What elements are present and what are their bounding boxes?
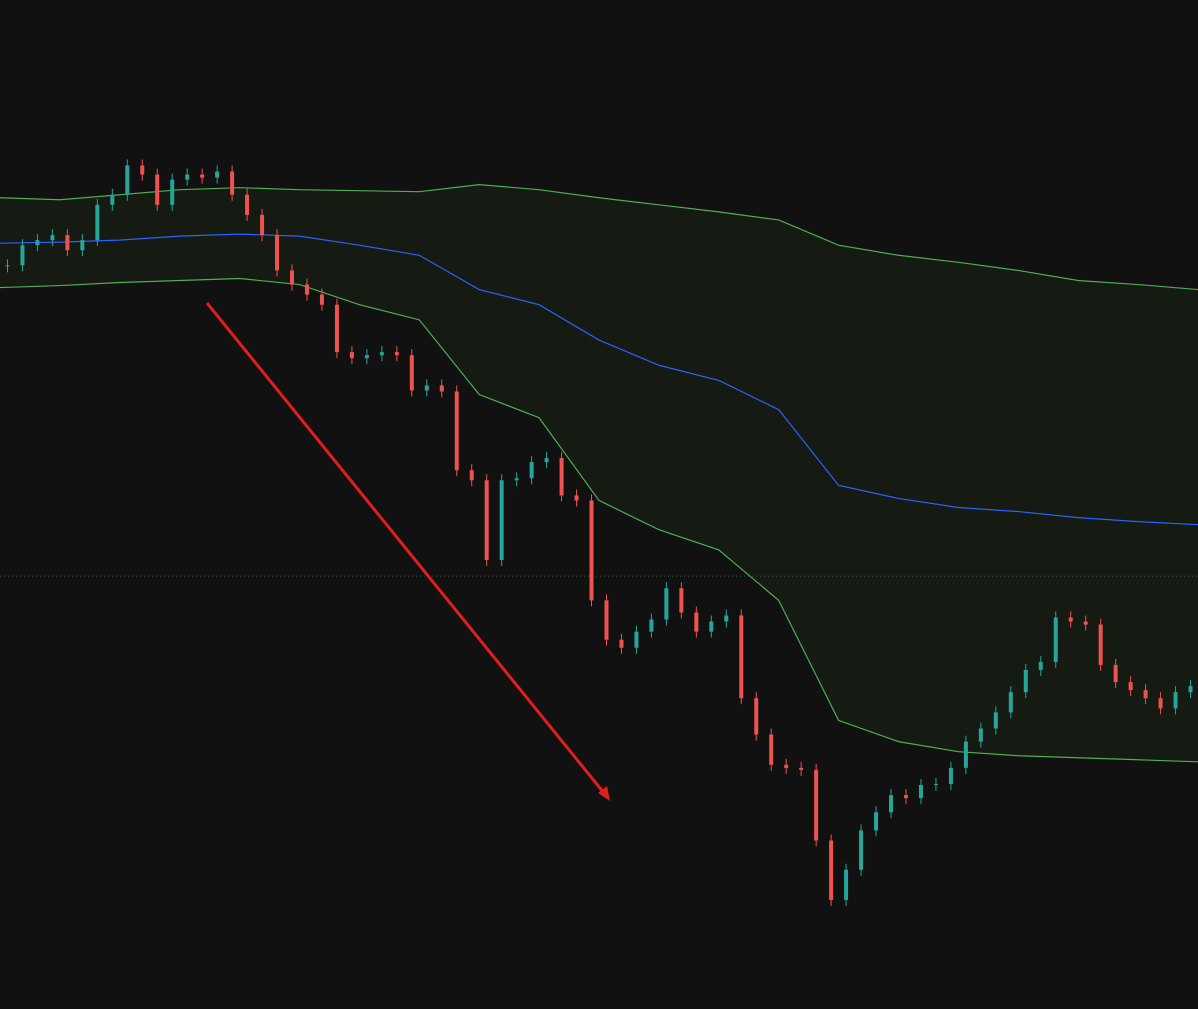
- candle: [784, 764, 789, 768]
- candle: [619, 639, 624, 648]
- candle: [769, 734, 774, 765]
- candle: [349, 352, 354, 359]
- candle: [379, 352, 384, 356]
- candle: [1008, 692, 1013, 713]
- candle: [35, 240, 40, 246]
- candle: [439, 385, 444, 392]
- candle: [799, 767, 804, 770]
- candle: [454, 391, 459, 471]
- candle: [634, 631, 639, 648]
- candle: [275, 235, 280, 271]
- candle: [1143, 690, 1148, 699]
- candle: [604, 600, 609, 640]
- candle: [903, 795, 908, 799]
- candle: [948, 767, 953, 784]
- candle: [978, 728, 983, 742]
- candle: [319, 294, 324, 305]
- candle: [574, 495, 579, 501]
- candle: [514, 478, 519, 481]
- candle: [1128, 682, 1133, 691]
- candle: [829, 840, 834, 901]
- candle: [125, 165, 130, 195]
- candle: [1173, 692, 1178, 709]
- candle: [1083, 621, 1088, 625]
- band-line: [0, 233, 1198, 526]
- band-fill: [0, 184, 1198, 762]
- candle: [499, 480, 504, 560]
- candle: [589, 500, 594, 601]
- candle: [1098, 624, 1103, 665]
- candle: [409, 355, 414, 391]
- plot: [0, 159, 1198, 907]
- candle: [50, 235, 55, 241]
- arrow-head: [598, 786, 610, 801]
- candle: [260, 214, 265, 236]
- candle: [1158, 698, 1163, 709]
- candle: [140, 165, 145, 175]
- candle: [155, 174, 160, 205]
- candle: [844, 869, 849, 901]
- candle: [20, 245, 25, 266]
- candle: [649, 619, 654, 632]
- candle: [754, 698, 759, 735]
- candle: [364, 355, 369, 359]
- candle: [933, 783, 938, 786]
- candle: [918, 785, 923, 799]
- candle: [80, 240, 85, 251]
- candle: [185, 174, 190, 180]
- candle: [1038, 661, 1043, 670]
- candle: [1113, 664, 1118, 683]
- candle: [993, 712, 998, 729]
- candle: [1053, 617, 1058, 662]
- candle: [544, 458, 549, 463]
- candle: [424, 385, 429, 391]
- candle: [5, 265, 10, 267]
- candle: [230, 171, 235, 195]
- candle: [290, 270, 295, 285]
- candle: [1023, 669, 1028, 693]
- candle: [874, 812, 879, 831]
- candle: [65, 235, 70, 251]
- band-line: [0, 277, 1198, 763]
- candle: [559, 458, 564, 496]
- candle: [694, 612, 699, 632]
- candle: [814, 769, 819, 841]
- candle: [1068, 617, 1073, 622]
- arrow-shaft: [205, 302, 606, 794]
- candle: [334, 304, 339, 353]
- candle: [95, 204, 100, 241]
- candle: [889, 795, 894, 813]
- candle: [963, 741, 968, 768]
- candle: [394, 352, 399, 356]
- candle: [739, 615, 744, 699]
- candle: [245, 194, 250, 215]
- candle: [469, 470, 474, 481]
- candle: [200, 174, 205, 178]
- candle: [1188, 686, 1193, 693]
- candle: [529, 462, 534, 479]
- candle: [679, 588, 684, 613]
- trend-arrow: [205, 302, 610, 801]
- candle: [664, 588, 669, 620]
- band-line: [0, 184, 1198, 291]
- candle: [215, 171, 220, 178]
- candle: [304, 284, 309, 295]
- candle: [724, 615, 729, 622]
- candle: [859, 830, 864, 870]
- candle: [484, 480, 489, 560]
- candle: [709, 621, 714, 632]
- candle: [110, 194, 115, 205]
- candle: [170, 179, 175, 205]
